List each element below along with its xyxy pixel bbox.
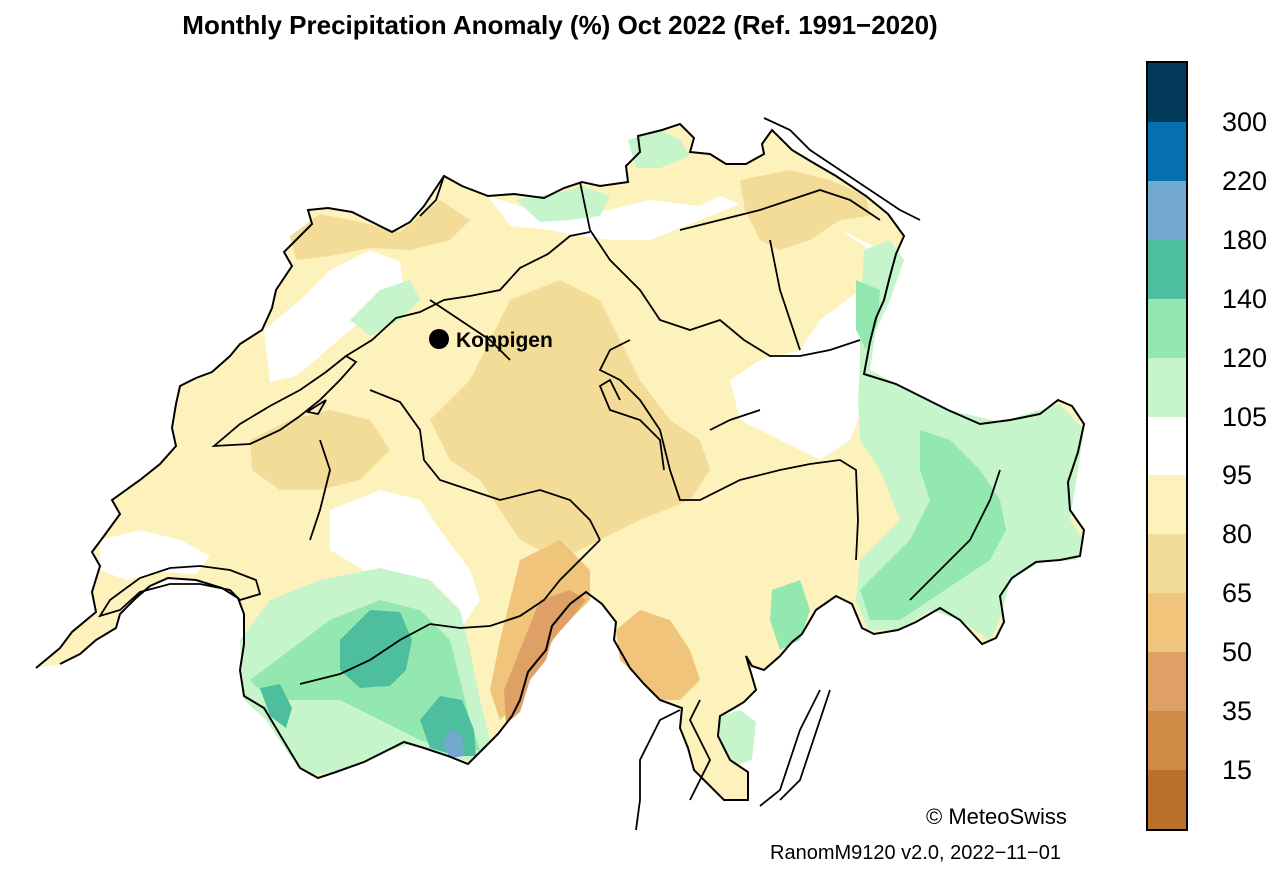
dry-zone-northeast bbox=[740, 170, 870, 250]
legend-label: 180 bbox=[1222, 224, 1268, 255]
legend-band bbox=[1148, 239, 1186, 300]
wet-zone-misox bbox=[770, 580, 810, 650]
region-boundaries bbox=[97, 117, 1001, 831]
dry-zone-ticino bbox=[616, 610, 700, 700]
legend-band bbox=[1148, 298, 1186, 359]
legend-band bbox=[1148, 711, 1186, 771]
neutral-zone-east bbox=[730, 230, 882, 460]
legend-band bbox=[1148, 770, 1186, 830]
dry-zone-jura-north bbox=[290, 200, 470, 260]
legend-label: 220 bbox=[1222, 165, 1268, 196]
legend-band bbox=[1148, 475, 1186, 535]
legend-label: 95 bbox=[1222, 460, 1253, 491]
very-dry-zone bbox=[504, 590, 586, 724]
wet-zone-schaffhausen bbox=[628, 130, 690, 168]
neutral-zone-jura bbox=[264, 250, 404, 382]
wet-zone-jura-lake bbox=[350, 280, 420, 336]
legend-label: 50 bbox=[1222, 637, 1253, 668]
legend-label: 120 bbox=[1222, 342, 1268, 373]
anomaly-fields bbox=[100, 130, 1084, 776]
legend-band bbox=[1148, 180, 1186, 241]
country-border bbox=[35, 122, 1086, 801]
wettest-zone bbox=[442, 730, 464, 758]
dry-zone-west bbox=[250, 410, 390, 490]
legend-label: 35 bbox=[1222, 696, 1253, 727]
wet-zone-graubunden-core bbox=[860, 430, 1006, 620]
precipitation-anomaly-map: Koppigen bbox=[35, 117, 1086, 831]
legend-band bbox=[1148, 652, 1186, 712]
very-wet-zone-valais bbox=[340, 610, 412, 688]
very-wet-zone-chablais bbox=[260, 684, 292, 728]
wet-zone-ticino bbox=[720, 710, 756, 766]
station-marker[interactable] bbox=[429, 329, 449, 349]
legend-label: 15 bbox=[1222, 755, 1253, 786]
legend-band bbox=[1148, 121, 1186, 182]
station-label: Koppigen bbox=[456, 329, 553, 352]
legend-band bbox=[1148, 593, 1186, 653]
legend-band bbox=[1148, 63, 1186, 123]
legend-label: 80 bbox=[1222, 519, 1253, 550]
legend-label: 105 bbox=[1222, 401, 1268, 432]
map-title: Monthly Precipitation Anomaly (%) Oct 20… bbox=[182, 10, 938, 40]
color-legend bbox=[1146, 61, 1188, 831]
neutral-zone-north bbox=[488, 196, 740, 240]
wet-zone-rhine bbox=[856, 280, 880, 350]
version-text: RanomM9120 v2.0, 2022−11−01 bbox=[770, 842, 1061, 864]
legend-band bbox=[1148, 416, 1186, 476]
station-koppigen[interactable]: Koppigen bbox=[429, 329, 553, 352]
legend-label: 300 bbox=[1222, 106, 1268, 137]
legend-label: 140 bbox=[1222, 283, 1268, 314]
legend-band bbox=[1148, 534, 1186, 594]
legend-label: 65 bbox=[1222, 578, 1253, 609]
copyright-text: © MeteoSwiss bbox=[926, 804, 1067, 829]
legend-band bbox=[1148, 357, 1186, 418]
